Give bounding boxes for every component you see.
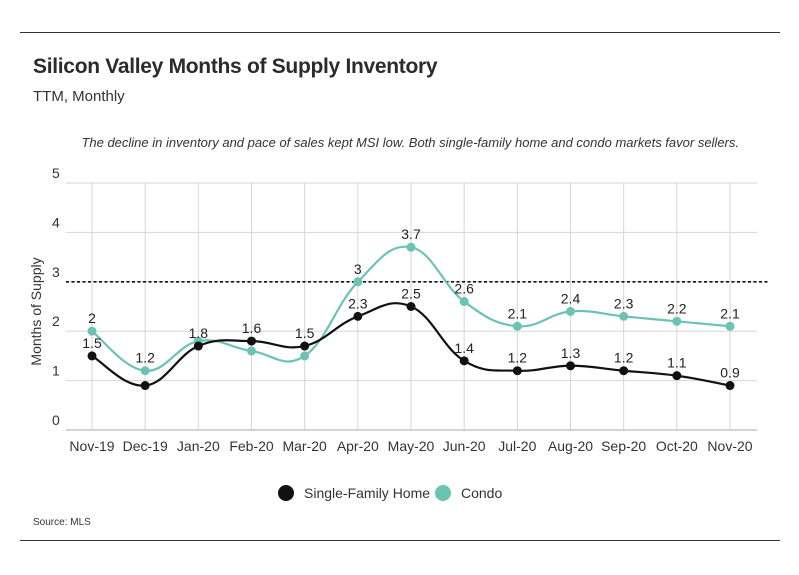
y-tick-label: 4 — [52, 214, 60, 230]
single-family-home-data-label: 1.4 — [454, 340, 474, 356]
legend-label-single-family-home: Single-Family Home — [304, 485, 430, 501]
condo-data-label: 3.7 — [401, 226, 421, 242]
single-family-home-data-label: 2.3 — [348, 295, 368, 311]
x-tick-label: Apr-20 — [337, 438, 379, 454]
condo-data-label: 3 — [354, 261, 362, 277]
y-axis-label: Months of Supply — [28, 257, 44, 365]
single-family-home-point — [672, 371, 682, 381]
single-family-home-point — [566, 361, 575, 371]
source-note: Source: MLS — [33, 517, 91, 528]
y-tick-label: 2 — [52, 313, 60, 329]
y-tick-label: 3 — [52, 264, 60, 280]
x-tick-label: Sep-20 — [601, 438, 646, 454]
single-family-home-data-label: 1.2 — [614, 350, 634, 366]
y-tick-label: 0 — [52, 412, 60, 428]
single-family-home-data-label: 2.5 — [401, 286, 421, 302]
x-tick-label: May-20 — [388, 438, 435, 454]
y-tick-label: 1 — [52, 363, 60, 379]
condo-point — [725, 321, 735, 331]
legend-swatch-single-family-home — [278, 485, 294, 501]
single-family-home-point — [406, 302, 416, 311]
condo-data-label: 2.6 — [454, 281, 474, 297]
single-family-home-data-label: 1.1 — [667, 355, 687, 371]
condo-point — [406, 242, 416, 252]
single-family-home-data-label: 1.6 — [242, 320, 262, 336]
x-tick-label: Oct-20 — [656, 438, 698, 454]
single-family-home-data-label: 1.3 — [561, 345, 581, 361]
condo-point — [619, 311, 629, 321]
single-family-home-point — [512, 366, 522, 376]
condo-data-label: 2.2 — [667, 300, 687, 316]
single-family-home-data-label: 1.5 — [82, 335, 102, 351]
x-tick-label: Jan-20 — [177, 438, 220, 454]
single-family-home-data-label: 1.5 — [295, 325, 315, 341]
condo-point — [247, 346, 256, 356]
legend-label-condo: Condo — [461, 485, 502, 501]
chart-subtitle: TTM, Monthly — [33, 88, 125, 105]
x-tick-label: Jul-20 — [498, 438, 536, 454]
condo-data-label: 2.1 — [508, 305, 528, 321]
x-tick-label: Mar-20 — [282, 438, 327, 454]
y-tick-label: 5 — [52, 165, 60, 181]
condo-point — [459, 297, 469, 307]
chart-annotation: The decline in inventory and pace of sal… — [81, 135, 739, 150]
condo-point — [566, 306, 575, 316]
single-family-home-data-label: 1.2 — [508, 350, 528, 366]
condo-point — [512, 321, 522, 331]
x-tick-label: Aug-20 — [548, 438, 593, 454]
x-tick-label: Nov-20 — [707, 438, 752, 454]
single-family-home-point — [725, 381, 735, 391]
single-family-home-point — [619, 366, 629, 376]
top-rule — [20, 32, 780, 33]
legend-swatch-condo — [435, 485, 451, 501]
condo-data-label: 2.1 — [720, 305, 740, 321]
single-family-home-data-label: 0.9 — [720, 365, 740, 381]
x-tick-label: Nov-19 — [69, 438, 114, 454]
condo-point — [672, 316, 682, 326]
condo-point — [353, 277, 363, 287]
single-family-home-point — [300, 341, 310, 351]
bottom-rule — [20, 540, 780, 541]
single-family-home-point — [140, 381, 150, 391]
condo-data-label: 2.4 — [561, 290, 581, 306]
condo-data-label: 1.2 — [135, 350, 155, 366]
condo-data-label: 2 — [88, 310, 96, 326]
single-family-home-point — [193, 341, 203, 351]
condo-point — [300, 351, 310, 361]
x-tick-label: Dec-19 — [123, 438, 168, 454]
single-family-home-data-label: 1.8 — [189, 325, 209, 341]
x-tick-label: Feb-20 — [229, 438, 274, 454]
condo-point — [87, 326, 97, 336]
condo-point — [140, 366, 150, 376]
chart-title: Silicon Valley Months of Supply Inventor… — [33, 55, 438, 78]
single-family-home-point — [353, 311, 363, 321]
single-family-home-point — [87, 351, 97, 361]
x-tick-label: Jun-20 — [443, 438, 486, 454]
single-family-home-point — [247, 336, 256, 346]
condo-data-label: 2.3 — [614, 295, 634, 311]
single-family-home-point — [459, 356, 469, 366]
